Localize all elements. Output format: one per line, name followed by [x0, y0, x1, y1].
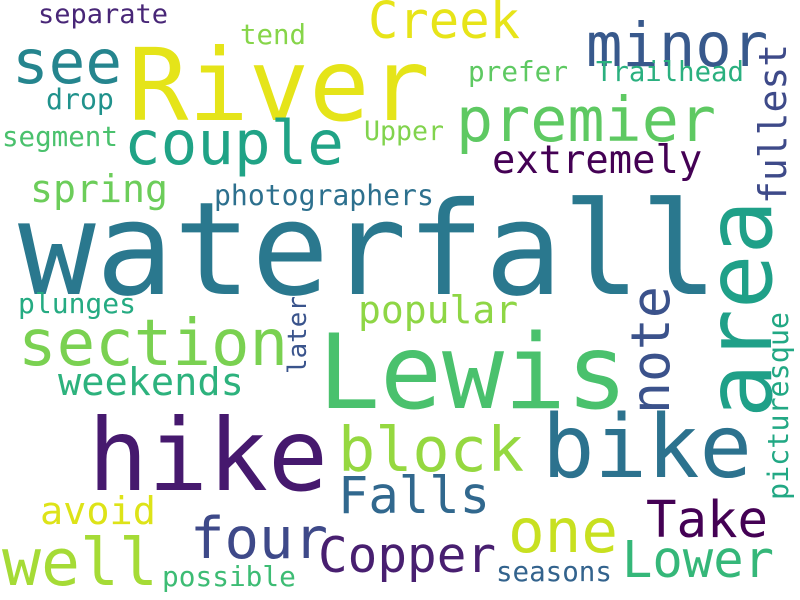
word-lower: Lower: [622, 529, 775, 589]
word-fullest: fullest: [751, 43, 795, 204]
word-section: section: [18, 306, 289, 381]
word-segment: segment: [2, 121, 118, 154]
word-one: one: [508, 495, 618, 567]
word-later: later: [283, 296, 314, 374]
word-note: note: [620, 286, 683, 414]
word-trailhead: Trailhead: [596, 57, 744, 89]
word-minor: minor: [586, 10, 769, 81]
word-bike: bike: [542, 396, 752, 499]
word-photographers: photographers: [214, 178, 434, 212]
word-falls: Falls: [338, 465, 491, 525]
word-prefer: prefer: [468, 55, 569, 89]
word-four: four: [190, 505, 328, 573]
word-picturesque: picturesque: [761, 311, 795, 500]
word-waterfall: waterfall: [18, 175, 718, 326]
word-plunges: plunges: [18, 287, 137, 320]
word-premier: premier: [456, 84, 716, 157]
word-seasons: seasons: [496, 556, 612, 589]
word-spring: spring: [30, 167, 168, 212]
word-extremely: extremely: [492, 137, 703, 183]
word-tend: tend: [240, 20, 306, 52]
word-river: River: [128, 26, 430, 144]
word-avoid: avoid: [40, 488, 156, 534]
word-well: well: [2, 525, 159, 600]
word-block: block: [338, 414, 525, 487]
word-drop: drop: [46, 82, 114, 116]
word-see: see: [12, 26, 122, 98]
word-possible: possible: [162, 560, 296, 594]
word-couple: couple: [124, 107, 344, 179]
word-take: Take: [646, 489, 769, 549]
word-hike: hike: [88, 397, 329, 515]
word-lewis: Lewis: [318, 312, 629, 433]
word-creek: Creek: [368, 0, 521, 50]
word-weekends: weekends: [58, 359, 244, 405]
word-popular: popular: [358, 288, 519, 332]
word-upper: Upper: [364, 115, 445, 147]
word-separate: separate: [38, 0, 169, 30]
word-copper: Copper: [318, 526, 497, 585]
